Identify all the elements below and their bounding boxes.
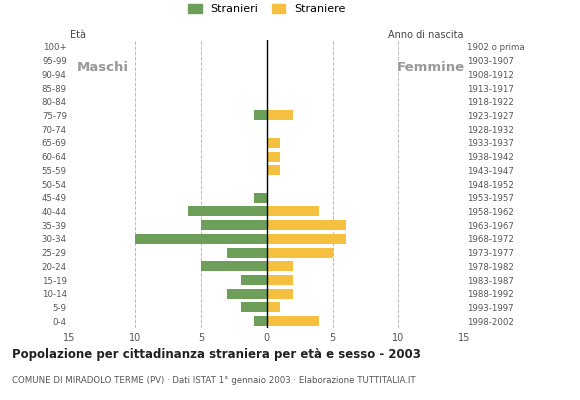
Bar bbox=[227, 289, 267, 299]
Bar bbox=[267, 316, 320, 326]
Text: Maschi: Maschi bbox=[77, 61, 128, 74]
Text: Femmine: Femmine bbox=[397, 61, 465, 74]
Bar bbox=[267, 152, 280, 162]
Bar bbox=[135, 234, 267, 244]
Bar bbox=[201, 220, 267, 230]
Bar bbox=[241, 275, 267, 285]
Bar bbox=[201, 261, 267, 271]
Bar bbox=[227, 248, 267, 258]
Bar bbox=[267, 302, 280, 312]
Bar bbox=[188, 206, 267, 216]
Text: COMUNE DI MIRADOLO TERME (PV) · Dati ISTAT 1° gennaio 2003 · Elaborazione TUTTIT: COMUNE DI MIRADOLO TERME (PV) · Dati IST… bbox=[12, 376, 415, 385]
Text: Anno di nascita: Anno di nascita bbox=[389, 30, 464, 40]
Text: Popolazione per cittadinanza straniera per età e sesso - 2003: Popolazione per cittadinanza straniera p… bbox=[12, 348, 420, 361]
Text: Età: Età bbox=[70, 30, 86, 40]
Bar bbox=[267, 261, 293, 271]
Bar bbox=[267, 289, 293, 299]
Bar bbox=[241, 302, 267, 312]
Bar bbox=[253, 193, 267, 203]
Bar bbox=[267, 220, 346, 230]
Bar bbox=[267, 138, 280, 148]
Bar bbox=[267, 248, 332, 258]
Bar bbox=[253, 316, 267, 326]
Bar bbox=[267, 165, 280, 175]
Bar bbox=[267, 206, 320, 216]
Bar bbox=[267, 234, 346, 244]
Bar bbox=[267, 275, 293, 285]
Bar bbox=[267, 110, 293, 120]
Bar bbox=[253, 110, 267, 120]
Legend: Stranieri, Straniere: Stranieri, Straniere bbox=[184, 0, 350, 19]
